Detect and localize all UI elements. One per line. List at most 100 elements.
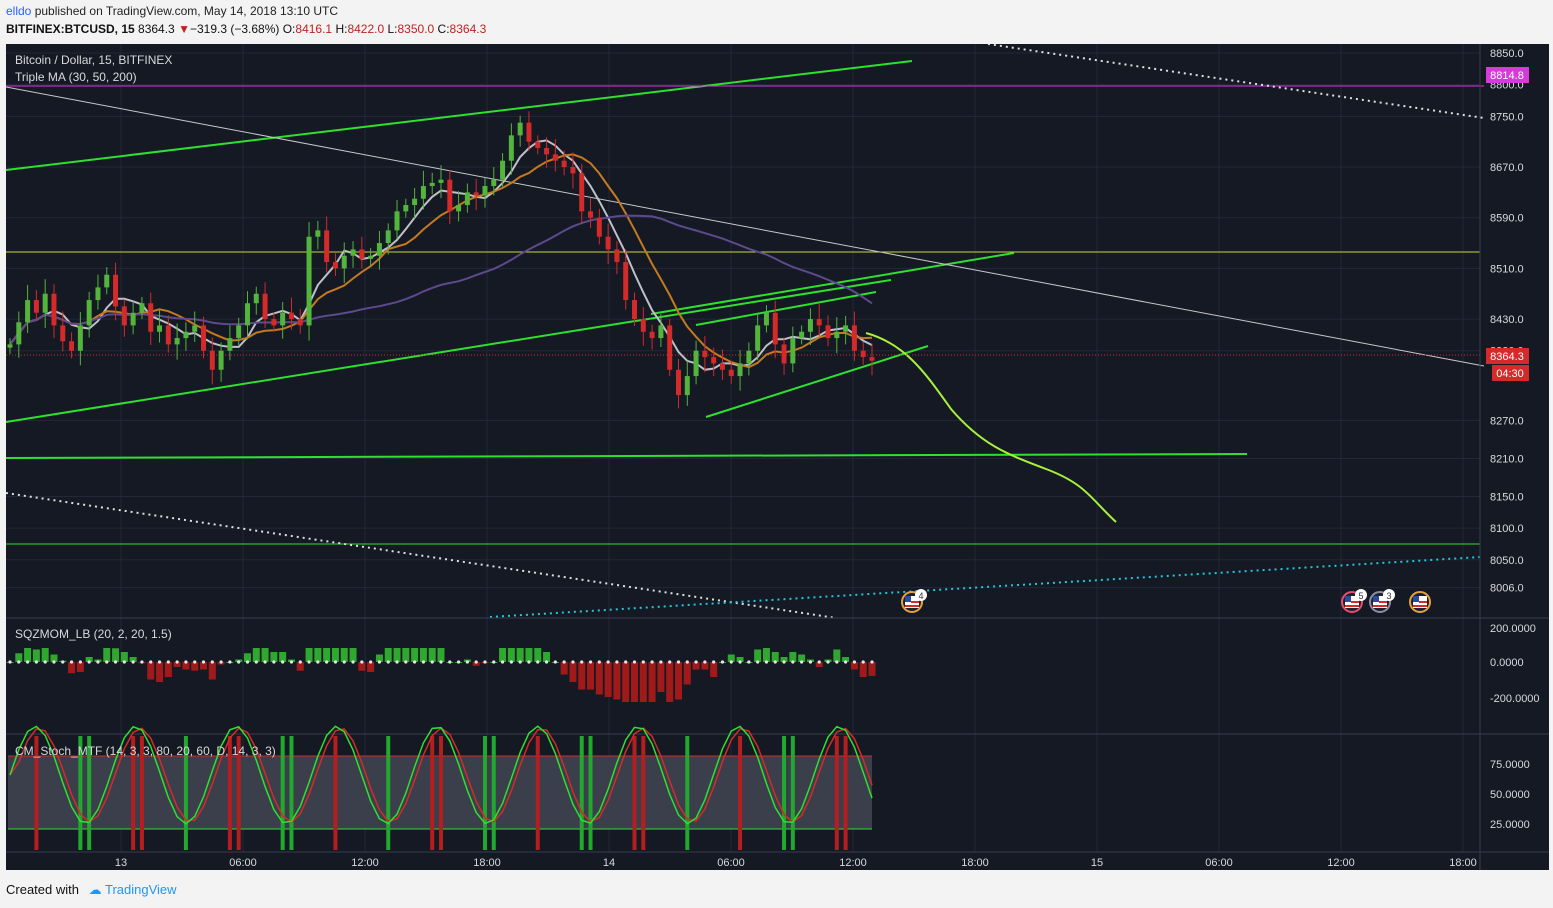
- event-markers[interactable]: 4 5 3: [901, 589, 1431, 613]
- ma-legend: Triple MA (30, 50, 200): [15, 70, 137, 84]
- event-flag-4[interactable]: [1409, 591, 1431, 613]
- created-with-label: Created with: [6, 882, 79, 897]
- price-tick-4: 8590.0: [1490, 213, 1524, 225]
- stoch-overbought-bar: [641, 736, 646, 850]
- event-flag-1[interactable]: 4: [901, 589, 927, 613]
- sqz-bar: [428, 648, 436, 662]
- sqz-bar: [657, 662, 665, 692]
- author-link[interactable]: elldo: [6, 4, 32, 18]
- sqz-bar: [243, 653, 251, 662]
- candle-body: [544, 148, 550, 155]
- sqz-dot: [694, 660, 698, 664]
- candle-body: [192, 325, 198, 332]
- sqz-dot: [395, 660, 399, 664]
- sqz-bar: [666, 662, 674, 702]
- sqz-dot: [245, 660, 250, 664]
- candle-body: [157, 325, 163, 332]
- sqz-tick-0: 200.0000: [1490, 623, 1536, 635]
- pair-legend: Bitcoin / Dollar, 15, BITFINEX: [15, 53, 172, 67]
- stoch-overbought-bar: [843, 736, 848, 850]
- time-tick-0: 13: [115, 857, 127, 869]
- candle-body: [368, 255, 374, 259]
- sqz-bar: [24, 648, 32, 662]
- sqz-dot: [166, 660, 170, 664]
- alert-price-label: 8814.8: [1490, 70, 1524, 82]
- sqz-bar: [182, 662, 190, 670]
- sqz-dot: [870, 660, 874, 664]
- time-axis[interactable]: 13 06:00 12:00 18:00 14 06:00 12:00 18:00 15 06:0…: [115, 857, 1477, 869]
- sqz-bar: [859, 662, 867, 677]
- event-flag-2[interactable]: 5: [1341, 589, 1367, 613]
- candle-body: [262, 293, 268, 320]
- sqz-dot: [201, 660, 206, 664]
- alert-price-badge: 8814.8: [1486, 67, 1529, 83]
- candle-body: [429, 182, 435, 187]
- candle-body: [684, 376, 690, 396]
- sqz-bar: [252, 648, 260, 662]
- sqz-bar: [622, 662, 630, 702]
- candle-body: [869, 357, 875, 361]
- sqz-dot: [131, 660, 135, 664]
- support-line: [5, 453, 1248, 459]
- price-change: −319.3 (−3.68%): [189, 22, 280, 36]
- time-tick-7: 18:00: [961, 857, 989, 869]
- tradingview-brand[interactable]: TradingView: [105, 882, 177, 897]
- candle-body: [632, 300, 638, 320]
- candle-body: [772, 312, 778, 345]
- candle-body: [456, 205, 462, 212]
- event-flag-3[interactable]: 3: [1369, 589, 1395, 613]
- sqz-dot: [140, 660, 144, 664]
- candle-body: [201, 325, 207, 351]
- time-tick-3: 18:00: [473, 857, 501, 869]
- stoch-oversold-bar: [183, 736, 188, 850]
- sqz-dot: [289, 660, 294, 664]
- high-label: H:: [335, 22, 348, 36]
- sqz-dot: [518, 660, 522, 664]
- candle-body: [834, 331, 840, 339]
- price-tick-12: 8050.0: [1490, 555, 1524, 567]
- sqz-dot: [474, 660, 478, 664]
- sqz-bar: [120, 652, 128, 662]
- stoch-signal-bars: [34, 736, 848, 850]
- ohlc-header: BITFINEX:BTCUSD, 15 8364.3 ▼−319.3 (−3.6…: [6, 22, 486, 36]
- sqz-bar: [604, 662, 612, 697]
- candle-body: [288, 312, 294, 320]
- candle-body: [69, 341, 75, 351]
- candle-body: [412, 198, 418, 206]
- time-tick-5: 06:00: [717, 857, 745, 869]
- stoch-k-line: [9, 725, 873, 825]
- price-tick-5: 8510.0: [1490, 263, 1524, 275]
- candle-body: [324, 230, 330, 263]
- sqz-dot: [61, 660, 65, 664]
- sqz-bar: [41, 648, 49, 662]
- candle-body: [728, 369, 734, 377]
- candle-body: [183, 331, 189, 339]
- stoch-overbought-bar: [236, 736, 241, 850]
- sqz-bar: [771, 652, 779, 662]
- descending-trend-line: [5, 86, 1485, 367]
- sqz-bar: [472, 662, 480, 666]
- sqz-dot: [562, 660, 566, 664]
- sqz-dot: [228, 660, 232, 664]
- stoch-overbought-bar: [139, 736, 144, 850]
- sqz-dot: [439, 660, 443, 664]
- event-count-3: 3: [1386, 591, 1391, 601]
- sqz-dot: [861, 660, 865, 664]
- sqz-bar: [156, 662, 164, 682]
- sqz-dot: [184, 660, 188, 664]
- candle-body: [596, 217, 602, 237]
- candle-body: [420, 186, 426, 199]
- sqz-bar: [595, 662, 603, 695]
- candle-body: [614, 249, 620, 263]
- candle-body: [816, 319, 822, 326]
- sqz-dot: [738, 660, 742, 664]
- sqz-dot: [659, 660, 663, 664]
- sqz-bar: [543, 652, 551, 662]
- sqz-bar: [314, 648, 322, 662]
- price-axis[interactable]: 8850.08800.08750.08670.08590.08510.08430…: [1490, 48, 1524, 595]
- chart-area[interactable]: 4 5 3 8850.0 8800.0 8750.0 8670.0 8590.0 8510: [5, 43, 1549, 870]
- tradingview-link[interactable]: ☁ TradingView: [89, 882, 177, 897]
- sqz-bar: [112, 648, 120, 662]
- sqz-bar: [578, 662, 586, 690]
